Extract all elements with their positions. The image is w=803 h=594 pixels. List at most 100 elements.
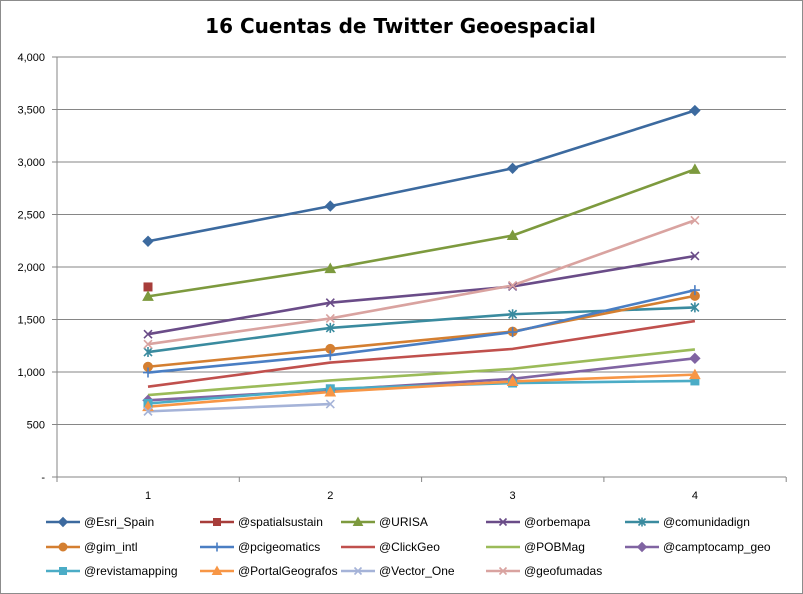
legend-item: @URISA bbox=[341, 515, 428, 529]
data-point bbox=[57, 516, 69, 528]
data-point bbox=[689, 104, 701, 117]
data-point bbox=[498, 517, 508, 527]
legend-item: @comunidadign bbox=[625, 515, 750, 529]
legend-label: @POBMag bbox=[524, 540, 585, 554]
axes: - 500 1,000 1,500 2,000 2,500 3,000 3,500 4,000 1… bbox=[17, 52, 787, 502]
legend-item: @PortalGeografos bbox=[200, 564, 338, 578]
data-point bbox=[506, 162, 519, 175]
series-line bbox=[147, 402, 331, 413]
legend-item: @gim_intl bbox=[46, 540, 138, 554]
y-tick-label: 2,000 bbox=[17, 262, 45, 274]
data-point bbox=[325, 298, 335, 308]
legend-item: @spatialsustain bbox=[200, 515, 323, 529]
data-point bbox=[506, 375, 519, 386]
x-tick-label: 2 bbox=[327, 490, 333, 502]
series-line bbox=[147, 254, 696, 336]
data-point bbox=[507, 327, 518, 338]
data-point bbox=[689, 368, 701, 380]
chart-title: 16 Cuentas de Twitter Geoespacial bbox=[205, 14, 596, 38]
legend: @Esri_Spain @spatialsustain @URISA @orbemap… bbox=[46, 515, 771, 578]
data-point bbox=[508, 309, 518, 320]
y-tick-label: 3,000 bbox=[17, 157, 45, 169]
y-tick-label: 4,000 bbox=[17, 52, 45, 64]
legend-label: @pcigeomatics bbox=[238, 540, 320, 554]
data-point bbox=[143, 339, 153, 349]
series-line bbox=[147, 348, 696, 397]
data-point bbox=[636, 541, 648, 553]
series-line bbox=[147, 109, 696, 243]
data-point bbox=[324, 262, 337, 274]
data-point bbox=[352, 516, 364, 526]
data-point bbox=[143, 367, 153, 378]
data-point bbox=[213, 518, 221, 526]
legend-item: @camptocamp_geo bbox=[625, 540, 771, 554]
data-point bbox=[58, 542, 68, 552]
data-point bbox=[506, 229, 519, 240]
data-point bbox=[325, 322, 335, 333]
data-point bbox=[498, 566, 508, 576]
series-line bbox=[147, 168, 696, 298]
legend-label: @geofumadas bbox=[524, 564, 602, 578]
data-point bbox=[324, 200, 337, 212]
legend-label: @Esri_Spain bbox=[84, 515, 154, 529]
y-tick-label: - bbox=[41, 472, 45, 484]
y-tick-label: 1,000 bbox=[17, 367, 45, 379]
series-line bbox=[147, 288, 696, 374]
series-line bbox=[147, 319, 696, 388]
legend-label: @comunidadign bbox=[663, 515, 750, 529]
series-line bbox=[147, 294, 696, 369]
data-point bbox=[142, 235, 154, 247]
data-point bbox=[143, 329, 153, 339]
series-line bbox=[147, 306, 695, 354]
data-point bbox=[212, 542, 222, 552]
data-point bbox=[143, 406, 153, 416]
legend-item: @orbemapa bbox=[486, 515, 591, 529]
legend-item: @Esri_Spain bbox=[46, 515, 154, 529]
legend-label: @camptocamp_geo bbox=[663, 540, 771, 554]
gridlines bbox=[57, 56, 786, 425]
data-point bbox=[689, 352, 701, 365]
data-point bbox=[59, 567, 67, 575]
legend-item: @POBMag bbox=[486, 540, 585, 554]
x-tick-label: 3 bbox=[510, 490, 516, 502]
series-markers bbox=[142, 104, 701, 416]
legend-item: @geofumadas bbox=[486, 564, 602, 578]
y-tick-label: 500 bbox=[27, 420, 45, 432]
data-point bbox=[143, 282, 153, 292]
data-point bbox=[690, 251, 700, 261]
series-line bbox=[147, 373, 695, 408]
data-point bbox=[353, 566, 363, 576]
legend-label: @orbemapa bbox=[524, 515, 591, 529]
legend-label: @gim_intl bbox=[84, 540, 138, 554]
series-lines bbox=[147, 109, 696, 413]
data-point bbox=[689, 285, 700, 296]
legend-label: @PortalGeografos bbox=[238, 564, 338, 578]
series-line bbox=[147, 219, 696, 346]
legend-item: @pcigeomatics bbox=[200, 540, 320, 554]
legend-label: @Vector_One bbox=[379, 564, 455, 578]
data-point bbox=[689, 163, 701, 174]
y-tick-label: 3,500 bbox=[17, 105, 45, 117]
data-point bbox=[637, 517, 647, 527]
data-point bbox=[325, 350, 336, 361]
legend-item: @ClickGeo bbox=[341, 540, 440, 554]
data-point bbox=[690, 302, 700, 313]
legend-label: @spatialsustain bbox=[238, 515, 323, 529]
data-point bbox=[143, 347, 153, 358]
data-point bbox=[325, 399, 335, 409]
data-point bbox=[508, 280, 518, 290]
x-tick-label: 4 bbox=[692, 490, 698, 502]
data-point bbox=[324, 385, 337, 397]
data-point bbox=[325, 313, 335, 324]
legend-label: @URISA bbox=[379, 515, 428, 529]
legend-item: @Vector_One bbox=[341, 564, 455, 578]
data-point bbox=[142, 290, 154, 301]
legend-item: @revistamapping bbox=[46, 564, 178, 578]
y-tick-label: 1,500 bbox=[17, 315, 45, 327]
data-point bbox=[211, 565, 223, 575]
legend-label: @ClickGeo bbox=[379, 540, 440, 554]
y-tick-label: 2,500 bbox=[17, 210, 45, 222]
legend-label: @revistamapping bbox=[84, 564, 178, 578]
data-point bbox=[690, 215, 700, 225]
